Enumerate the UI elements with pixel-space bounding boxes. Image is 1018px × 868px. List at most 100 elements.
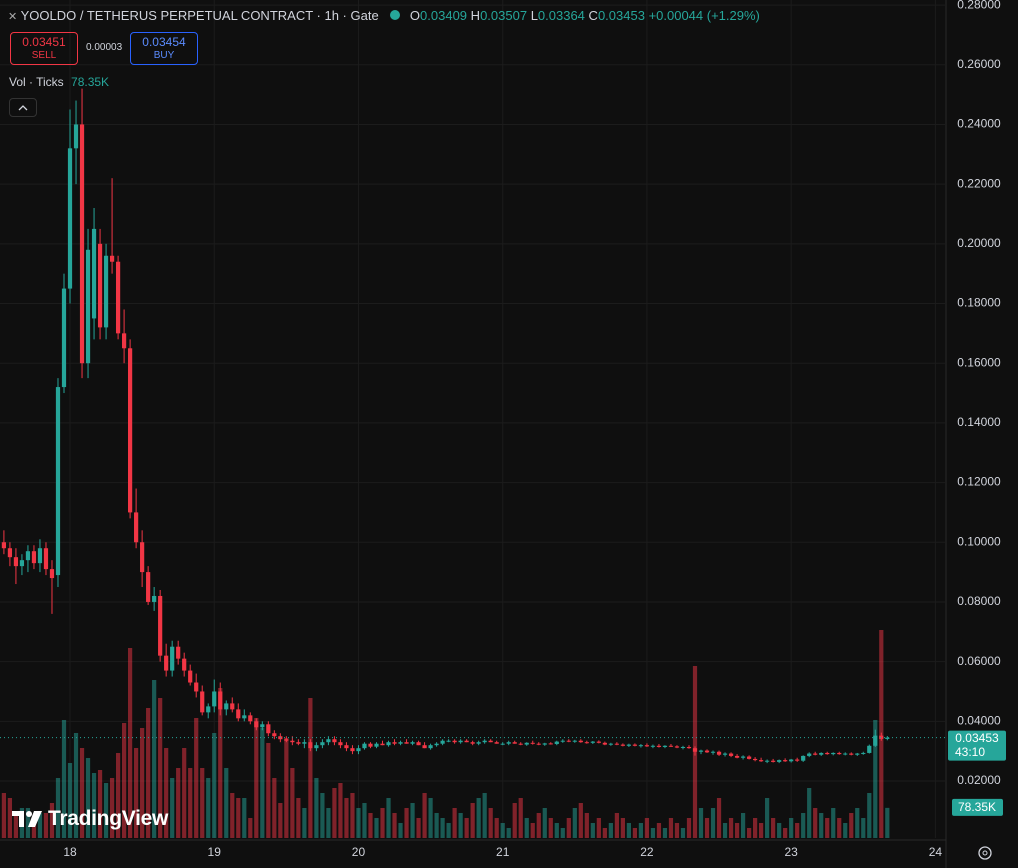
volume-bar xyxy=(608,823,613,838)
candle-body xyxy=(831,752,836,755)
candle-body xyxy=(596,741,601,743)
volume-bar xyxy=(819,813,824,838)
volume-bar xyxy=(97,770,103,838)
candle-body xyxy=(458,740,463,743)
candle-body xyxy=(680,746,686,748)
candle-body xyxy=(31,551,37,564)
candle-body xyxy=(572,740,577,742)
candle-body xyxy=(302,742,307,744)
candle-body xyxy=(146,572,151,602)
ohlc-letter: O xyxy=(409,8,421,23)
candle-body xyxy=(380,743,385,746)
volume-bar xyxy=(13,813,19,838)
volume-bar xyxy=(596,818,601,838)
volume-bar xyxy=(326,808,331,838)
volume-bar xyxy=(825,818,830,838)
volume-bar xyxy=(572,808,577,838)
x-tick-label: 22 xyxy=(640,845,654,859)
countdown: 43:10 xyxy=(955,745,985,759)
y-tick-label: 0.24000 xyxy=(957,117,1001,131)
candle-body xyxy=(867,745,872,753)
sell-price: 0.03451 xyxy=(22,35,66,49)
volume-bar xyxy=(428,798,433,838)
collapse-button[interactable] xyxy=(9,98,37,117)
ohlc-letter: H xyxy=(470,8,481,23)
symbol-icon: ✕ xyxy=(8,11,18,23)
volume-bar xyxy=(740,813,746,838)
candle-body xyxy=(49,569,55,579)
volume-bar xyxy=(452,808,457,838)
volume-bar xyxy=(650,828,656,838)
volume-bar xyxy=(614,813,619,838)
sell-label: SELL xyxy=(31,50,57,61)
y-tick-label: 0.18000 xyxy=(957,296,1001,310)
candle-body xyxy=(855,753,860,755)
ohlc-value: 0.03507 xyxy=(480,8,528,23)
volume-bar xyxy=(686,818,692,838)
candle-body xyxy=(200,691,205,713)
y-tick-label: 0.10000 xyxy=(957,534,1001,548)
buy-button[interactable]: 0.03454 BUY xyxy=(130,32,198,65)
watermark-text: TradingView xyxy=(48,807,169,830)
volume-bar xyxy=(314,778,319,838)
candle-body xyxy=(73,124,79,149)
candle-body xyxy=(248,715,253,722)
volume-bar xyxy=(632,828,638,838)
candle-body xyxy=(692,748,698,752)
volume-bar xyxy=(837,818,842,838)
volume-bar xyxy=(566,818,571,838)
candle-body xyxy=(103,255,109,328)
grid xyxy=(0,0,945,838)
volume-bar xyxy=(416,818,421,838)
volume-bar xyxy=(362,803,367,838)
ohlc-letter: C xyxy=(588,8,598,23)
volume-bar xyxy=(548,818,553,838)
volume-bar xyxy=(464,818,469,838)
candle-body xyxy=(176,646,181,659)
candle-body xyxy=(542,743,547,745)
candle-body xyxy=(825,752,830,755)
change: +0.00044 (+1.29%) xyxy=(648,8,760,23)
volume-bar xyxy=(855,808,860,838)
y-tick-label: 0.14000 xyxy=(957,415,1001,429)
volume-bar xyxy=(386,798,391,838)
candle-body xyxy=(644,745,650,747)
y-tick-label: 0.26000 xyxy=(957,57,1001,71)
candle-body xyxy=(91,228,97,319)
candle-body xyxy=(284,739,289,741)
candle-body xyxy=(410,742,415,744)
candle-body xyxy=(164,655,169,671)
candle-body xyxy=(656,745,662,747)
volume-bar xyxy=(716,798,722,838)
candle-body xyxy=(464,740,469,743)
candle-body xyxy=(242,715,247,719)
candle-body xyxy=(314,745,319,749)
volume-bar xyxy=(344,798,349,838)
volume-bar xyxy=(109,778,115,838)
candle-body xyxy=(61,288,67,388)
ohlc-value: 0.03453 xyxy=(597,8,645,23)
volume-bar xyxy=(789,818,794,838)
y-tick-label: 0.08000 xyxy=(957,594,1001,608)
volume-bar xyxy=(638,823,644,838)
volume-bar xyxy=(861,818,866,838)
volume-bar xyxy=(843,823,848,838)
candle-body xyxy=(476,742,481,744)
volume-bar xyxy=(783,828,788,838)
volume-bar xyxy=(182,748,187,838)
settings-icon[interactable] xyxy=(978,846,992,860)
volume-bar xyxy=(188,768,193,838)
x-tick-label: 19 xyxy=(208,845,222,859)
candle-body xyxy=(260,724,265,728)
sell-button[interactable]: 0.03451 SELL xyxy=(10,32,78,65)
watermark: TradingView xyxy=(12,807,172,838)
volume-bar xyxy=(626,823,632,838)
candle-body xyxy=(722,753,728,755)
candle-body xyxy=(837,752,842,755)
volume-legend: Vol · Ticks 78.35K xyxy=(9,75,109,89)
volume-bar xyxy=(164,748,169,838)
candle-body xyxy=(710,751,716,753)
ohlc-value: 0.03364 xyxy=(537,8,585,23)
